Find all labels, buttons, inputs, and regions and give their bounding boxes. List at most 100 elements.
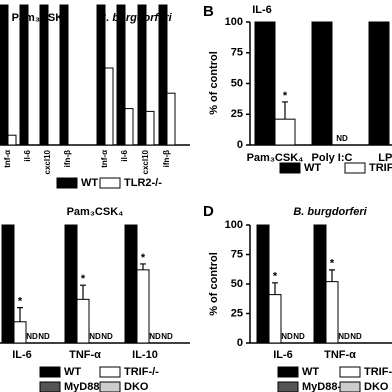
legend-swatch <box>344 162 366 174</box>
error-bar <box>272 282 278 295</box>
value-label: ND <box>101 332 113 341</box>
bar <box>166 92 176 146</box>
y-tick-label: 25 <box>231 108 243 120</box>
y-axis-label: % of control <box>208 252 220 316</box>
x-tick-label: TNF-α <box>69 349 101 361</box>
chart-title: Pam₃CSK₄ <box>67 206 124 218</box>
legend-label: MyD88-/- <box>302 381 348 392</box>
legend-label: TRIF-/- <box>369 162 392 174</box>
bar <box>368 21 390 146</box>
chart-title: IL-6 <box>252 4 272 16</box>
value-label: ND <box>293 332 305 341</box>
x-tick-label: cxcl10 <box>43 149 52 174</box>
x-tick-label: IL-6 <box>273 349 293 361</box>
bar <box>0 4 9 146</box>
bar <box>64 224 78 344</box>
legend-swatch <box>56 177 78 189</box>
bar <box>13 321 27 344</box>
legend-swatch <box>339 381 361 392</box>
x-tick-label: Poly I:C <box>312 152 353 164</box>
legend-label: WT <box>81 177 98 189</box>
x-tick-label: tnf-α <box>100 150 109 168</box>
bar <box>39 4 49 146</box>
legend-label: DKO <box>364 381 389 392</box>
value-label: ND <box>38 332 50 341</box>
y-tick-label: 0 <box>237 337 243 349</box>
y-tick-label: 100 <box>225 219 243 231</box>
panel-label: D <box>203 203 214 220</box>
bar <box>96 4 106 146</box>
legend-swatch <box>277 381 299 392</box>
y-tick-label: 75 <box>231 47 243 59</box>
bar <box>325 281 339 344</box>
value-label: ND <box>89 332 101 341</box>
bar <box>254 21 276 146</box>
value-label: ND <box>26 332 38 341</box>
value-label: ND <box>281 332 293 341</box>
significance-mark: * <box>273 271 278 283</box>
panel-label: B <box>203 3 214 20</box>
x-tick-label: ifn-β <box>162 150 171 167</box>
legend-label: DKO <box>124 381 149 392</box>
legend-swatch <box>279 162 301 174</box>
y-tick-label: 0 <box>237 139 243 151</box>
bar <box>7 134 17 146</box>
legend-label: WT <box>302 366 319 378</box>
legend-label: WT <box>64 366 81 378</box>
error-bar <box>17 307 23 322</box>
value-label: ND <box>149 332 161 341</box>
bar <box>311 21 333 146</box>
value-label: ND <box>350 332 362 341</box>
significance-mark: * <box>141 252 146 264</box>
bar <box>19 4 29 146</box>
legend-swatch <box>339 366 361 378</box>
bar <box>313 224 327 344</box>
legend-label: TLR2-/- <box>124 177 162 189</box>
x-tick-label: TNF-α <box>324 349 356 361</box>
error-bar <box>329 269 335 282</box>
bar <box>145 110 155 146</box>
bar <box>268 294 282 344</box>
bar <box>136 269 150 344</box>
significance-mark: * <box>18 296 23 308</box>
legend-swatch <box>277 366 299 378</box>
legend-label: WT <box>304 162 321 174</box>
y-tick-label: 50 <box>231 278 243 290</box>
y-tick-label: 25 <box>231 307 243 319</box>
y-tick-label: 100 <box>225 16 243 28</box>
x-tick-label: LPS <box>378 152 392 164</box>
error-bar <box>140 263 146 270</box>
legend-label: MyD88-/- <box>64 381 110 392</box>
significance-mark: * <box>81 273 86 285</box>
legend-swatch <box>99 177 121 189</box>
y-axis-label: % of control <box>208 51 220 115</box>
legend-swatch <box>99 366 121 378</box>
bar <box>124 224 138 344</box>
error-bar <box>282 101 288 120</box>
x-tick-label: cxcl10 <box>141 149 150 174</box>
bar <box>158 4 168 146</box>
significance-mark: * <box>330 258 335 270</box>
legend-swatch <box>39 366 61 378</box>
x-tick-label: tnf-α <box>3 150 12 168</box>
x-tick-label: Pam₃CSK₄ <box>247 152 304 164</box>
value-label: ND <box>336 134 348 143</box>
x-tick-label: il-6 <box>120 149 129 161</box>
bar <box>124 108 134 146</box>
y-tick-label: 75 <box>231 248 243 260</box>
bar <box>116 4 126 146</box>
chart-title: B. burgdorferi <box>293 206 367 218</box>
bar <box>137 4 147 146</box>
x-tick-label: IL-10 <box>132 349 158 361</box>
x-tick-label: IL-6 <box>12 349 32 361</box>
bar <box>104 67 114 146</box>
value-label: ND <box>338 332 350 341</box>
bar <box>1 224 15 344</box>
legend-label: TRIF-/- <box>124 366 159 378</box>
bar <box>256 224 270 344</box>
value-label: ND <box>161 332 173 341</box>
bar <box>59 4 69 146</box>
y-tick-label: 50 <box>231 77 243 89</box>
legend-label: TRIF-/- <box>364 366 392 378</box>
